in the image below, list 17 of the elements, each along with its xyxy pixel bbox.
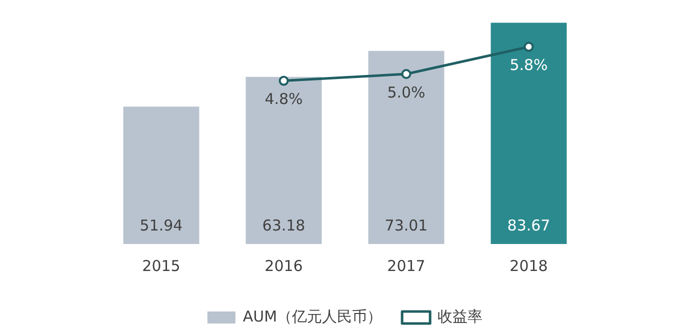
- data-label: 83.67: [507, 216, 550, 234]
- x-tick-label: 2015: [142, 256, 180, 275]
- x-tick-label: 2017: [387, 256, 426, 275]
- data-label: 5.8%: [510, 56, 548, 74]
- x-tick-label: 2018: [510, 256, 548, 275]
- data-label: 73.01: [384, 216, 428, 234]
- legend-label: 收益率: [438, 307, 483, 326]
- data-label: 51.94: [140, 216, 183, 234]
- data-label: 63.18: [262, 216, 306, 234]
- data-label: 4.8%: [264, 90, 303, 108]
- bar: [490, 22, 567, 244]
- data-label: 5.0%: [387, 83, 426, 102]
- legend-label: AUM（亿元人民币）: [242, 307, 382, 326]
- bar: [246, 76, 322, 244]
- bar: [368, 50, 444, 244]
- bar: [123, 106, 200, 244]
- x-tick-label: 2016: [264, 256, 303, 275]
